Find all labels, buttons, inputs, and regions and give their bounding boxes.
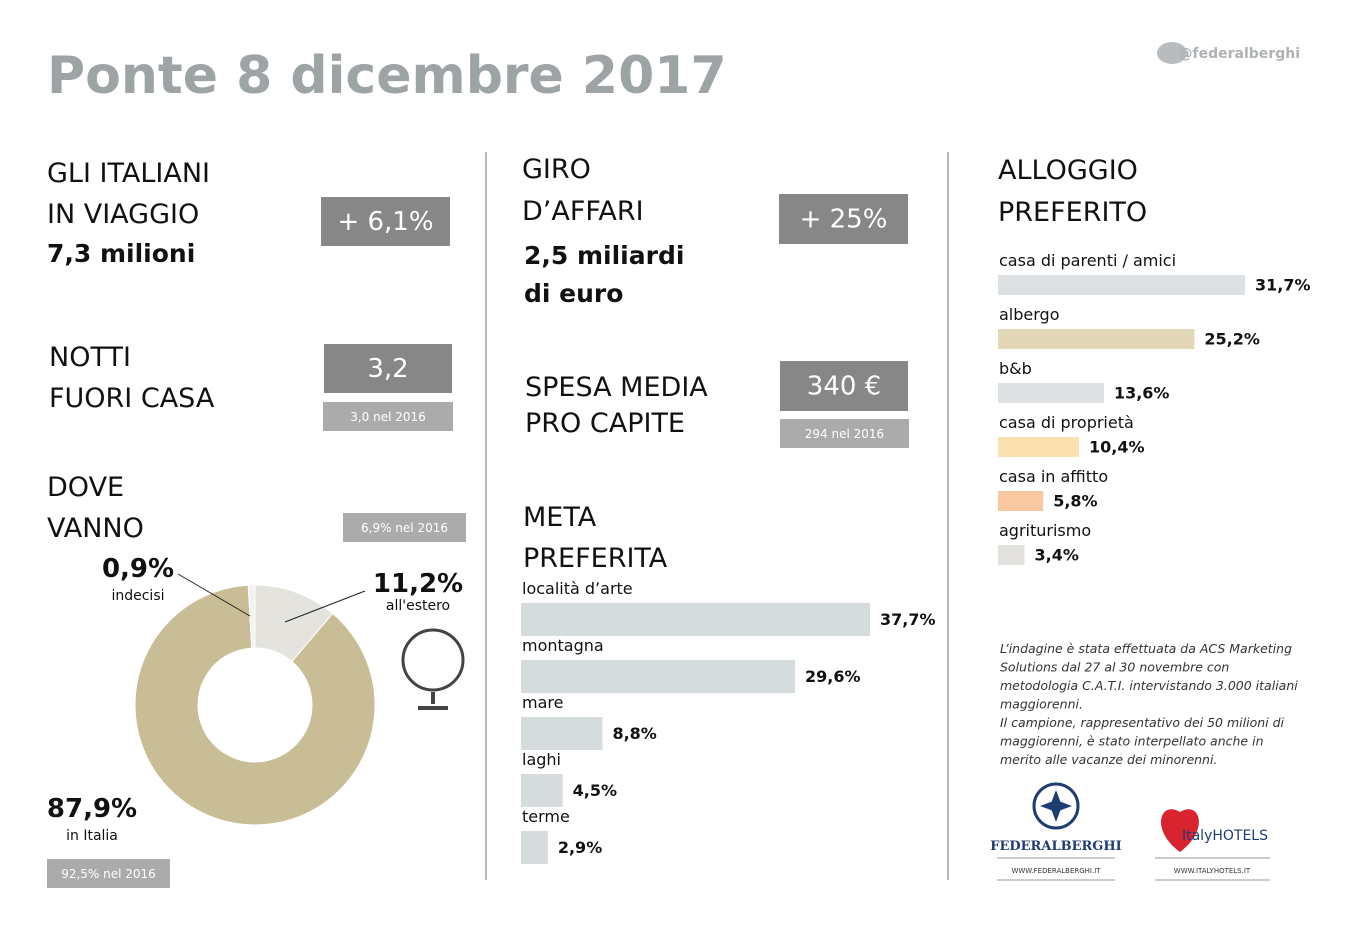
- value-label: 29,6%: [805, 667, 861, 686]
- bar: [998, 329, 1195, 349]
- category-label: in Italia: [66, 828, 118, 844]
- federalberghi-logo: [997, 782, 1115, 881]
- logo-url: WWW.ITALYHOTELS.IT: [1174, 867, 1251, 875]
- value-box: [324, 344, 452, 393]
- heading: D’AFFARI: [522, 196, 644, 227]
- bar: [998, 275, 1245, 295]
- note-line: maggiorenni.: [1000, 697, 1083, 712]
- category-label: casa di proprietà: [999, 413, 1134, 432]
- handle: @federalberghi: [1179, 46, 1300, 62]
- value-label: 4,5%: [573, 781, 617, 800]
- note-line: maggiorenni, è stato interpellato anche …: [1000, 734, 1264, 749]
- note-line: metodologia C.A.T.I. intervistando 3.000…: [1000, 678, 1298, 693]
- heading: NOTTI: [49, 342, 131, 373]
- change-box: [779, 194, 908, 244]
- value-box-text: 3,2: [367, 354, 408, 384]
- logo-text: ItalyHOTELS: [1182, 828, 1268, 844]
- value-label: 37,7%: [880, 610, 936, 629]
- note-line: Il campione, rappresentativo dei 50 mili…: [1000, 715, 1285, 730]
- donut-segment: [134, 584, 376, 826]
- note-line: Solutions dal 27 al 30 novembre con: [1000, 660, 1229, 675]
- leader-line: [177, 573, 251, 617]
- value-label: 87,9%: [47, 794, 137, 824]
- heading: PREFERITO: [998, 197, 1147, 228]
- previous-box: [47, 859, 170, 888]
- value-label: 0,9%: [102, 554, 174, 584]
- bar: [521, 831, 548, 864]
- heading: GLI ITALIANI: [47, 158, 210, 189]
- italyhotels-logo: [1155, 809, 1270, 881]
- heading: IN VIAGGIO: [47, 199, 199, 230]
- logo-text: FEDERALBERGHI: [990, 839, 1122, 854]
- bar: [998, 491, 1044, 511]
- previous-box-text: 294 nel 2016: [805, 427, 884, 441]
- value-label: 11,2%: [373, 569, 463, 599]
- category-label: montagna: [522, 636, 604, 655]
- title: Ponte 8 dicembre 2017: [47, 46, 727, 106]
- value-label: 3,4%: [1034, 546, 1078, 565]
- bar: [521, 774, 563, 807]
- value-label: 31,7%: [1255, 276, 1311, 295]
- previous-box-text: 3,0 nel 2016: [350, 410, 426, 424]
- category-label: località d’arte: [522, 579, 633, 598]
- heading: ALLOGGIO: [998, 155, 1138, 186]
- category-label: terme: [522, 807, 570, 826]
- heading: VANNO: [47, 513, 144, 544]
- previous-box-text: 6,9% nel 2016: [361, 521, 448, 535]
- bar: [521, 603, 870, 636]
- category-label: laghi: [522, 750, 561, 769]
- value-label: 8,8%: [612, 724, 656, 743]
- value-box-text: 340 €: [807, 372, 881, 402]
- heading: PRO CAPITE: [525, 408, 685, 439]
- previous-box: [323, 402, 453, 431]
- heading: META: [523, 502, 597, 533]
- previous-box: [343, 513, 466, 542]
- heading: DOVE: [47, 472, 124, 503]
- bar: [521, 660, 796, 693]
- category-label: casa in affitto: [999, 467, 1108, 486]
- value-label: 5,8%: [1053, 492, 1097, 511]
- logo-url: WWW.FEDERALBERGHI.IT: [1011, 867, 1101, 875]
- donut-segment: [247, 584, 256, 649]
- heading: GIRO: [522, 154, 591, 185]
- value: 2,5 miliardi: [524, 241, 684, 270]
- heading: SPESA MEDIA: [525, 372, 708, 403]
- category-label: albergo: [999, 305, 1060, 324]
- category-label: mare: [522, 693, 563, 712]
- twitter-icon: [1157, 42, 1187, 64]
- heading: PREFERITA: [523, 543, 668, 574]
- heading: FUORI CASA: [49, 383, 215, 414]
- category-label: casa di parenti / amici: [999, 251, 1176, 270]
- value-label: 10,4%: [1089, 438, 1145, 457]
- category-label: agriturismo: [999, 521, 1091, 540]
- previous-box-text: 92,5% nel 2016: [61, 867, 156, 881]
- previous-box: [780, 419, 909, 448]
- value: di euro: [524, 279, 623, 308]
- bar: [998, 383, 1104, 403]
- change-box-text: + 6,1%: [337, 207, 433, 237]
- globe-icon: [401, 628, 465, 710]
- bar: [998, 437, 1080, 457]
- value-label: 2,9%: [558, 838, 602, 857]
- value-label: 13,6%: [1114, 384, 1170, 403]
- category-label: indecisi: [111, 588, 164, 604]
- bar: [998, 545, 1025, 565]
- bar: [521, 717, 603, 750]
- change-box: [321, 197, 450, 246]
- category-label: all'estero: [386, 598, 450, 614]
- category-label: b&b: [999, 359, 1032, 378]
- note-line: merito alle vacanze dei minorenni.: [1000, 752, 1217, 767]
- value-label: 25,2%: [1204, 330, 1260, 349]
- value: 7,3 milioni: [47, 239, 195, 268]
- change-box-text: + 25%: [800, 205, 888, 235]
- note-line: L’indagine è stata effettuata da ACS Mar…: [1000, 641, 1292, 656]
- leader-line: [284, 590, 366, 623]
- value-box: [780, 361, 908, 411]
